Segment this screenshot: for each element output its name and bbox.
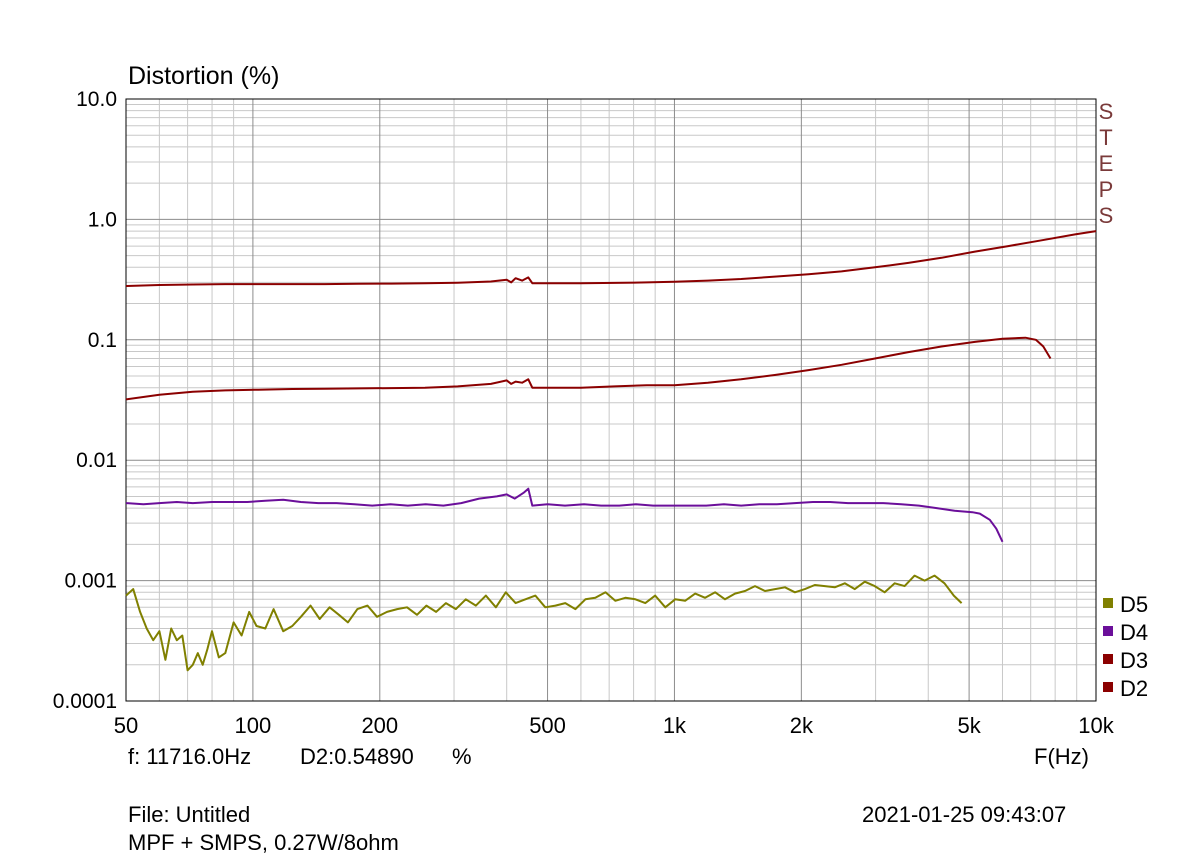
cursor-unit: % <box>452 744 472 769</box>
x-tick-label: 2k <box>790 713 814 738</box>
legend-label-d5: D5 <box>1120 592 1148 617</box>
minor-gridlines <box>126 99 1096 701</box>
legend-swatch-d4 <box>1103 626 1113 636</box>
timestamp: 2021-01-25 09:43:07 <box>862 802 1067 827</box>
x-axis-label: F(Hz) <box>1034 744 1089 769</box>
major-gridlines <box>125 99 1097 702</box>
legend-label-d4: D4 <box>1120 620 1148 645</box>
legend-label-d2: D2 <box>1120 676 1148 701</box>
cursor-frequency-readout: f: 11716.0Hz <box>128 744 252 769</box>
steps-letter: S <box>1099 203 1114 228</box>
legend-swatch-d3 <box>1103 654 1113 664</box>
series-line-d2 <box>125 230 1097 287</box>
steps-letter: T <box>1099 125 1112 150</box>
legend-swatch-d5 <box>1103 598 1113 608</box>
steps-letter: E <box>1099 151 1114 176</box>
x-tick-label: 100 <box>235 713 272 738</box>
y-tick-label: 0.01 <box>76 449 117 472</box>
legend: D5 D4 D3 D2 <box>1103 592 1148 701</box>
x-tick-label: 5k <box>957 713 981 738</box>
x-tick-label: 10k <box>1078 713 1114 738</box>
axis-tick-labels: 50 100 200 500 1k 2k 5k 10k 10.0 1.0 0.1 0.01 0.001 0… <box>53 88 1115 738</box>
y-tick-label: 0.0001 <box>53 690 117 713</box>
y-tick-label: 1.0 <box>88 208 117 231</box>
x-tick-label: 200 <box>361 713 398 738</box>
legend-swatch-d2 <box>1103 682 1113 692</box>
series-line-d3 <box>125 336 1052 401</box>
measurement-description: MPF + SMPS, 0.27W/8ohm <box>128 830 399 855</box>
steps-letter: P <box>1099 177 1114 202</box>
series-line-d5 <box>125 574 963 672</box>
y-tick-label: 10.0 <box>76 88 117 111</box>
legend-label-d3: D3 <box>1120 648 1148 673</box>
x-tick-label: 50 <box>114 713 138 738</box>
chart-title: Distortion (%) <box>128 62 280 90</box>
y-tick-label: 0.1 <box>88 329 117 352</box>
x-tick-label: 1k <box>663 713 687 738</box>
y-tick-label: 0.001 <box>64 570 117 593</box>
steps-letter: S <box>1099 99 1114 124</box>
file-name: File: Untitled <box>128 802 251 827</box>
plot-frame <box>125 98 1097 702</box>
x-tick-label: 500 <box>529 713 566 738</box>
cursor-value-readout: D2:0.54890 <box>300 744 414 769</box>
series-layer <box>125 230 1097 672</box>
series-line-d4 <box>125 487 1004 543</box>
